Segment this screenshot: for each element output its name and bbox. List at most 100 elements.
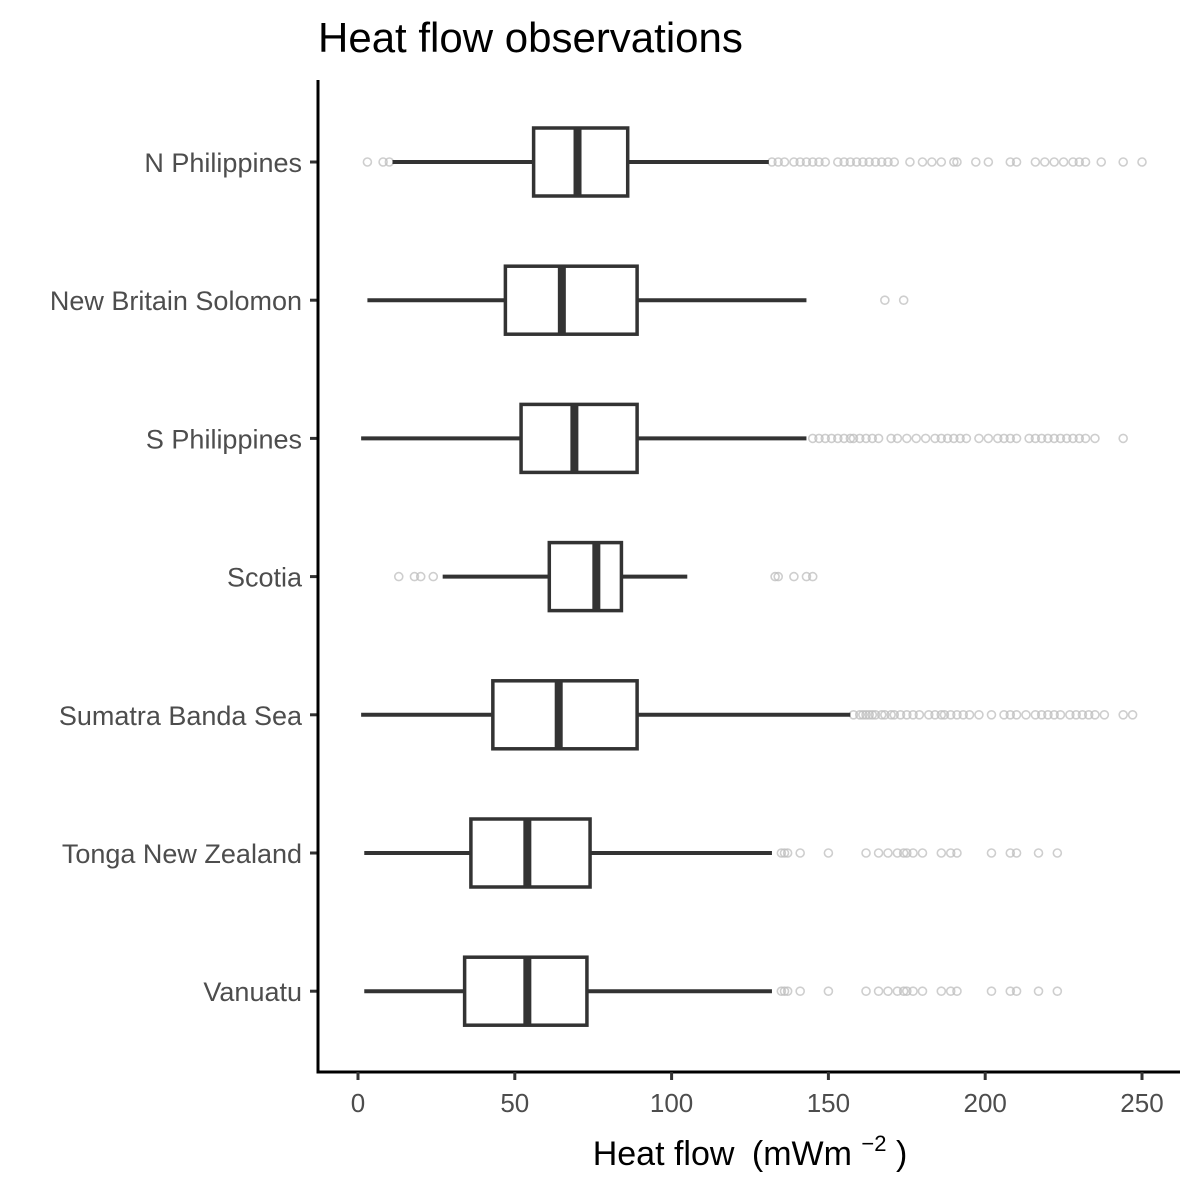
outlier-point <box>908 709 918 720</box>
outlier-point <box>1058 157 1069 167</box>
outlier-point <box>964 709 975 720</box>
box-group-vanuatu <box>364 955 1063 1027</box>
outlier-point <box>789 571 799 582</box>
outlier-point <box>1036 709 1047 720</box>
y-tick-label-n-philippines: N Philippines <box>144 148 302 178</box>
y-tick-label-scotia: Scotia <box>227 563 303 593</box>
outlier-point <box>945 709 956 720</box>
x-axis-title-main: Heat flow <box>593 1135 735 1173</box>
outlier-point <box>873 433 884 444</box>
outlier-point <box>1055 709 1066 720</box>
outlier-point <box>889 157 900 167</box>
plot-area <box>361 126 1147 1027</box>
outlier-point <box>770 571 780 582</box>
outlier-point <box>1061 433 1072 444</box>
outlier-point <box>1043 433 1053 444</box>
outlier-point <box>861 433 871 444</box>
outlier-point <box>1036 433 1047 444</box>
outlier-point <box>1077 709 1088 720</box>
outlier-point <box>789 157 799 167</box>
outlier-point <box>864 709 874 720</box>
outlier-point <box>823 986 834 997</box>
outlier-point <box>983 433 994 444</box>
outlier-point <box>961 433 972 444</box>
outlier-point <box>883 848 893 858</box>
outlier-point <box>864 157 874 167</box>
outlier-point <box>823 848 834 858</box>
box-group-tonga-new-zealand <box>364 817 1063 889</box>
outlier-point <box>892 848 903 858</box>
outlier-point <box>1074 433 1085 444</box>
outlier-point <box>949 157 959 167</box>
x-tick-label: 200 <box>964 1088 1007 1118</box>
outlier-point <box>1030 157 1041 167</box>
outlier-point <box>876 709 887 720</box>
y-tick-label-new-britain-solomon: New Britain Solomon <box>50 286 302 316</box>
x-tick-label: 0 <box>351 1088 365 1118</box>
outlier-point <box>1068 433 1078 444</box>
outlier-point <box>936 433 947 444</box>
outlier-point <box>892 433 903 444</box>
outlier-point <box>876 157 887 167</box>
outlier-point <box>917 986 928 997</box>
outlier-point <box>914 709 925 720</box>
outlier-point <box>776 848 787 858</box>
box-iqr <box>519 402 639 475</box>
outlier-point <box>851 157 862 167</box>
outlier-point <box>898 848 909 858</box>
outlier-point <box>861 848 871 858</box>
outlier-point <box>901 709 912 720</box>
outlier-point <box>970 157 981 167</box>
outlier-point <box>362 157 373 167</box>
outlier-point <box>1049 433 1059 444</box>
outlier-point <box>886 709 896 720</box>
outlier-point <box>1049 157 1059 167</box>
outlier-point <box>999 433 1009 444</box>
outlier-point <box>1071 709 1081 720</box>
outlier-point <box>983 157 994 167</box>
outlier-point <box>883 986 893 997</box>
outlier-point <box>1024 433 1034 444</box>
outlier-point <box>779 986 790 997</box>
outlier-point <box>1021 709 1031 720</box>
outlier-point <box>776 986 787 997</box>
outlier-point <box>1005 709 1016 720</box>
outlier-point <box>920 433 931 444</box>
x-axis-title: Heat flow (mWm −2 ) <box>593 1121 908 1173</box>
axes: N Philippines New Britain Solomon S Philip… <box>50 80 1180 1118</box>
outlier-point <box>795 848 805 858</box>
y-tick-label-tonga-new-zealand: Tonga New Zealand <box>62 839 302 869</box>
outlier-point <box>880 295 890 306</box>
outlier-point <box>773 571 784 582</box>
outlier-point <box>949 433 959 444</box>
outlier-point <box>1052 848 1063 858</box>
outlier-point <box>889 709 900 720</box>
outlier-point <box>883 157 893 167</box>
outlier-point <box>801 571 812 582</box>
outlier-point <box>1055 433 1066 444</box>
outlier-point <box>814 157 824 167</box>
outlier-point <box>939 709 950 720</box>
outlier-point <box>870 709 881 720</box>
y-tick-label-vanuatu: Vanuatu <box>203 977 302 1007</box>
outlier-point <box>1030 709 1041 720</box>
outlier-point <box>820 157 831 167</box>
outlier-point <box>854 709 865 720</box>
outlier-point <box>1068 157 1078 167</box>
outlier-point <box>820 433 831 444</box>
outlier-point <box>901 986 912 997</box>
outlier-point <box>378 157 388 167</box>
outlier-point <box>782 986 793 997</box>
outlier-point <box>807 157 818 167</box>
y-tick-label-s-philippines: S Philippines <box>146 424 302 454</box>
outlier-point <box>873 848 884 858</box>
outlier-point <box>1011 433 1022 444</box>
box-group-new-britain-solomon <box>367 264 909 336</box>
outlier-point <box>901 848 912 858</box>
outlier-point <box>945 848 956 858</box>
box-group-sumatra-banda-sea <box>361 679 1138 751</box>
x-axis-title-unit-close: ) <box>896 1135 907 1173</box>
outlier-point <box>861 986 871 997</box>
outlier-point <box>917 848 928 858</box>
